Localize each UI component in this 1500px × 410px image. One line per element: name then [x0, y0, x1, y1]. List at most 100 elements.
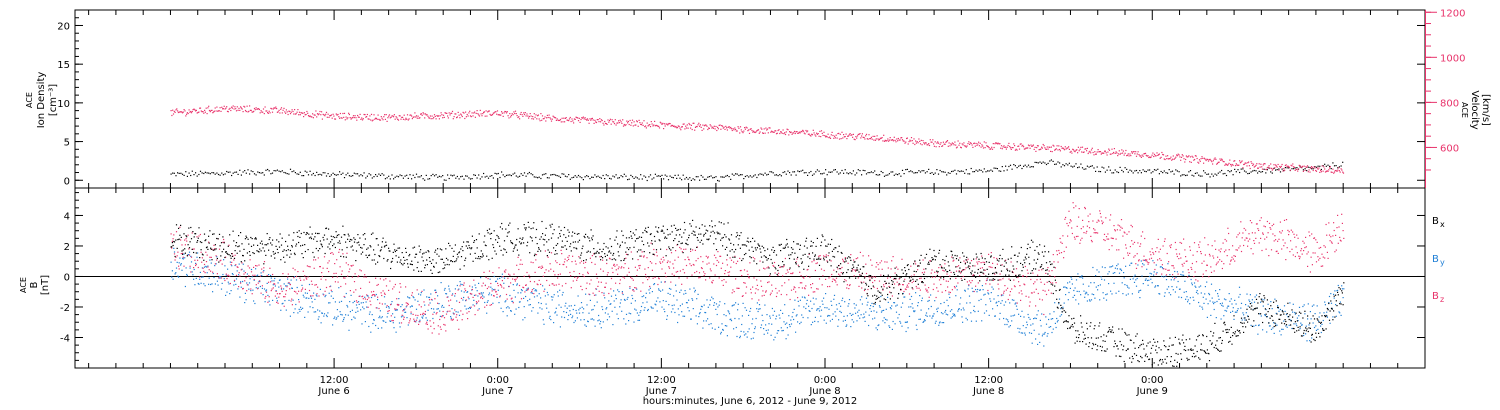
velocity-series-point	[202, 111, 204, 113]
velocity-series-point	[1319, 171, 1321, 173]
by-series-point	[284, 300, 286, 302]
bz-series-point	[232, 255, 234, 257]
bz-series-point	[381, 294, 383, 297]
bz-series-point	[838, 273, 840, 275]
bz-series-point	[386, 305, 388, 307]
velocity-series-point	[564, 121, 566, 123]
bz-series-point	[215, 255, 217, 257]
density-series-point	[1027, 164, 1030, 166]
density-series-point	[1224, 172, 1226, 175]
density-series-point	[366, 175, 368, 177]
density-series-point	[371, 177, 373, 179]
by-series-point	[670, 288, 672, 290]
by-series-point	[720, 331, 722, 333]
velocity-series-point	[549, 117, 551, 119]
velocity-series-point	[426, 114, 428, 116]
by-series-point	[911, 303, 913, 305]
by-series-point	[1338, 311, 1340, 313]
by-series-point	[688, 299, 690, 301]
by-series-point	[767, 332, 769, 334]
velocity-series-point	[827, 133, 829, 135]
velocity-series-point	[387, 117, 389, 119]
by-series-point	[763, 328, 765, 330]
by-series-point	[1176, 271, 1178, 273]
velocity-series-point	[495, 111, 497, 113]
velocity-series-point	[1064, 146, 1066, 148]
density-series-point	[689, 177, 691, 179]
velocity-series-point	[228, 108, 230, 110]
velocity-series-point	[703, 125, 706, 127]
bz-series-point	[460, 310, 462, 312]
bz-series-point	[523, 287, 525, 289]
by-series-point	[336, 317, 338, 319]
bz-series-point	[538, 266, 540, 268]
by-series-point	[342, 320, 344, 322]
bz-series-point	[449, 310, 451, 312]
velocity-series-point	[1051, 151, 1053, 153]
velocity-series-point	[1115, 151, 1117, 153]
bz-series-point	[802, 276, 804, 278]
by-series-point	[401, 304, 403, 306]
bz-series-point	[570, 287, 572, 289]
by-series-point	[942, 313, 944, 315]
velocity-series-point	[1247, 162, 1249, 164]
by-series-point	[1234, 299, 1236, 301]
by-series-point	[702, 327, 704, 329]
bz-series-point	[220, 277, 223, 279]
by-series-point	[1304, 313, 1306, 315]
bz-series-point	[529, 277, 531, 279]
velocity-series-point	[864, 138, 866, 140]
by-series-point	[344, 296, 346, 298]
by-series-point	[818, 308, 820, 310]
bz-series-point	[581, 289, 583, 291]
bz-series-point	[553, 270, 555, 272]
bz-series-point	[460, 297, 463, 299]
by-series-point	[1044, 331, 1046, 334]
by-series-point	[889, 307, 891, 309]
bz-series-point	[609, 258, 611, 260]
velocity-series-point	[1040, 148, 1042, 150]
by-series-point	[899, 320, 901, 323]
velocity-series-point	[784, 133, 787, 136]
velocity-series-point	[710, 125, 712, 127]
bz-series-point	[719, 255, 721, 257]
velocity-series-point	[1164, 158, 1166, 161]
by-series-point	[493, 275, 495, 278]
velocity-series-point	[591, 117, 593, 119]
velocity-series-point	[935, 146, 937, 148]
bz-series-point	[530, 261, 532, 263]
bz-series-point	[773, 261, 776, 264]
density-series-point	[267, 168, 269, 171]
by-series-point	[357, 310, 359, 312]
by-series-point	[1018, 313, 1020, 315]
density-series-point	[481, 176, 483, 178]
by-series-point	[555, 307, 557, 309]
velocity-series-point	[1116, 152, 1118, 154]
by-series-point	[593, 319, 595, 321]
by-series-point	[1011, 299, 1013, 301]
by-series-point	[812, 321, 814, 323]
by-series-point	[1261, 298, 1263, 300]
velocity-series-point	[901, 139, 904, 141]
density-series-point	[381, 173, 383, 175]
density-series-point	[541, 174, 544, 176]
density-series-point	[1101, 166, 1103, 168]
density-series-point	[1219, 171, 1221, 173]
bz-series-point	[493, 295, 495, 297]
by-series-point	[534, 290, 536, 292]
by-series-point	[221, 282, 223, 284]
by-series-point	[598, 319, 600, 321]
by-series-point	[1230, 298, 1232, 300]
by-series-point	[1113, 282, 1115, 284]
density-series-point	[368, 173, 370, 175]
by-series-point	[1264, 314, 1266, 316]
by-series-point	[607, 313, 609, 315]
by-series-point	[324, 296, 326, 298]
bz-series-point	[444, 324, 446, 326]
by-series-point	[196, 256, 198, 258]
density-series-point	[782, 171, 784, 174]
bz-series-point	[372, 294, 374, 296]
velocity-series-point	[640, 124, 643, 126]
velocity-series-point	[870, 136, 872, 138]
by-series-point	[178, 262, 180, 264]
